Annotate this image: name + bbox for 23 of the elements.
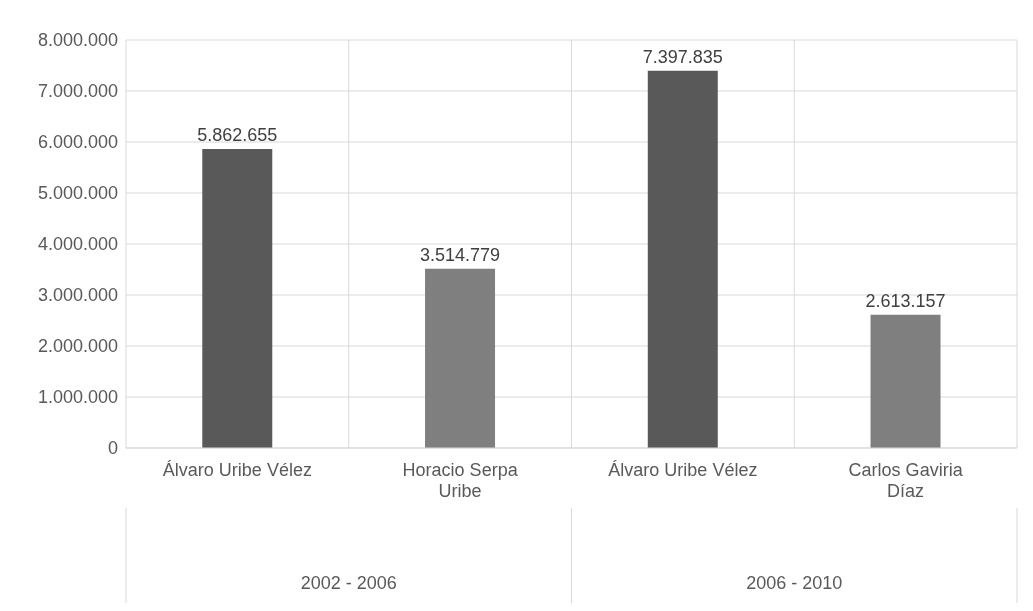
text: 2006 - 2010 xyxy=(746,573,843,593)
x-tick-label: Álvaro Uribe Vélez xyxy=(162,460,312,480)
y-tick-label: 5.000.000 xyxy=(37,183,118,204)
y-tick-label: 0 xyxy=(107,438,118,459)
y-tick-label: 8.000.000 xyxy=(37,30,118,51)
x-tick-label: Horacio Serpa Uribe xyxy=(402,460,519,501)
y-tick-label: 4.000.000 xyxy=(37,234,118,255)
text: 2002 - 2006 xyxy=(300,573,397,593)
y-tick-label: 7.000.000 xyxy=(37,81,118,102)
y-tick-label: 6.000.000 xyxy=(37,132,118,153)
bar xyxy=(647,70,718,448)
bar xyxy=(425,268,496,448)
bar xyxy=(202,149,273,448)
data-label: 5.862.655 xyxy=(197,125,278,145)
y-tick-label: 2.000.000 xyxy=(37,336,118,357)
x-tick-label: Carlos Gaviria Díaz xyxy=(848,460,964,501)
y-tick-label: 3.000.000 xyxy=(37,285,118,306)
bar xyxy=(870,314,941,448)
y-tick-label: 1.000.000 xyxy=(37,387,118,408)
data-label: 2.613.157 xyxy=(865,290,946,311)
x-tick-label: Álvaro Uribe Vélez xyxy=(608,460,758,480)
data-label: 3.514.779 xyxy=(419,244,501,265)
data-label: 7.397.835 xyxy=(642,46,723,67)
